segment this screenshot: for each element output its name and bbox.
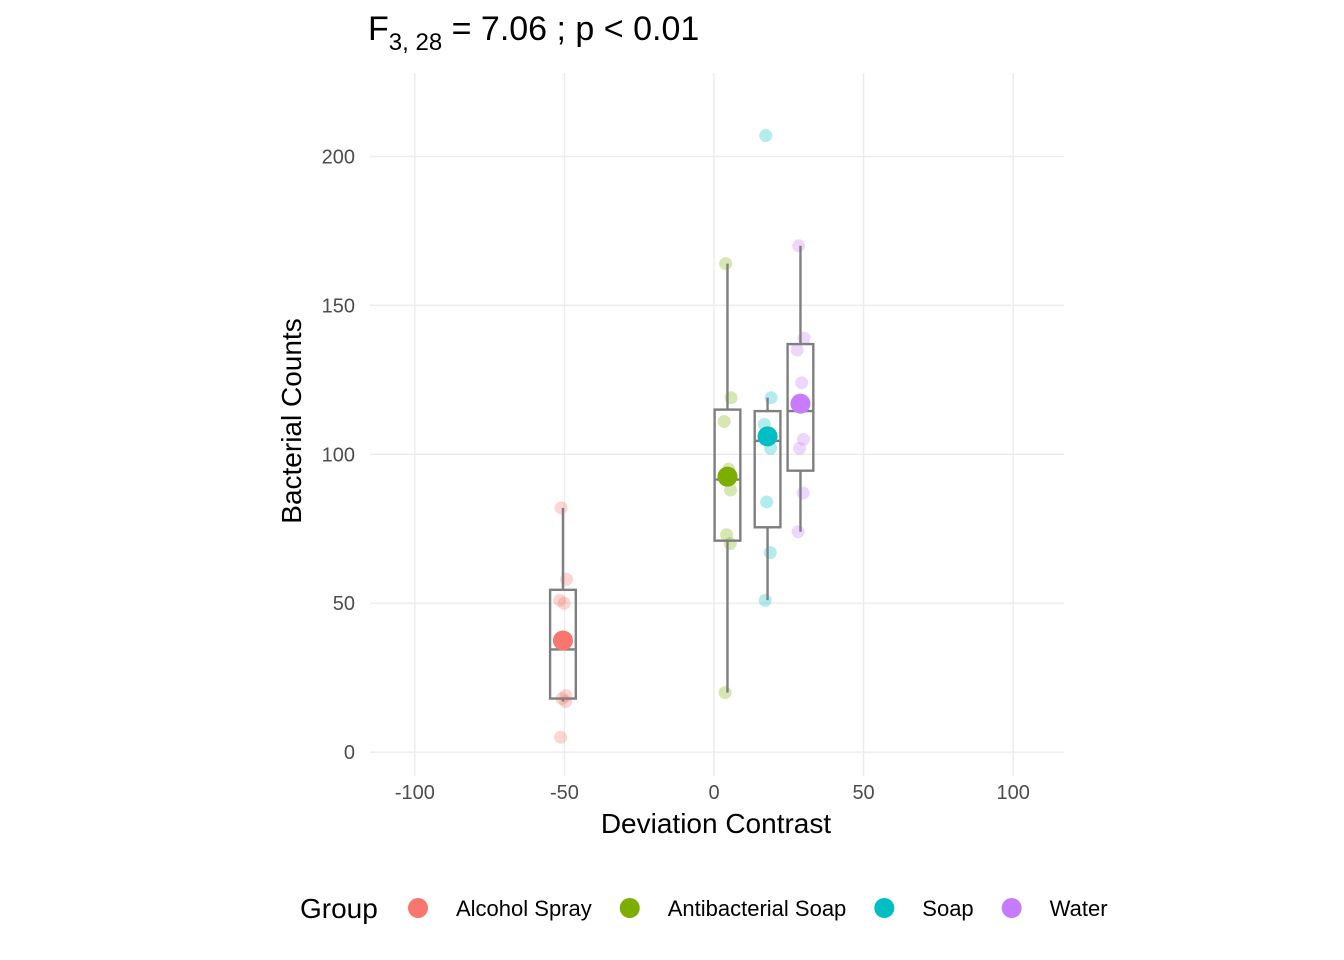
- data-point-antibacterial-soap: [723, 483, 737, 497]
- x-tick-label: 0: [708, 782, 719, 804]
- legend-key-soap: [874, 898, 895, 918]
- legend-label-alcohol-spray: Alcohol Spray: [456, 896, 592, 921]
- data-point-water: [793, 441, 807, 455]
- data-point-water: [795, 376, 809, 390]
- data-point-antibacterial-soap: [719, 257, 733, 271]
- data-point-water: [791, 525, 805, 539]
- box-soap: [753, 409, 782, 529]
- legend-label-soap: Soap: [922, 896, 973, 921]
- x-tick-label: 50: [852, 782, 874, 804]
- data-point-alcohol-spray: [559, 695, 573, 709]
- y-axis-title: Bacterial Counts: [276, 318, 307, 523]
- data-point-alcohol-spray: [554, 501, 568, 515]
- y-tick-label: 150: [322, 295, 355, 317]
- x-tick-label: -100: [395, 782, 435, 804]
- data-point-soap: [758, 593, 772, 607]
- legend-key-water: [1001, 898, 1022, 918]
- legend-key-alcohol-spray: [408, 898, 428, 918]
- y-tick-label: 100: [322, 444, 355, 466]
- legend-key-antibacterial-soap: [619, 898, 640, 918]
- data-point-alcohol-spray: [554, 730, 568, 744]
- mean-point-water: [790, 393, 811, 414]
- data-point-soap: [763, 546, 777, 560]
- data-point-alcohol-spray: [553, 593, 567, 607]
- legend-label-water: Water: [1050, 896, 1108, 921]
- axes: -100 -50 0 50 100 0 50 100 150 200: [322, 146, 1030, 804]
- legend-title: Group: [300, 893, 378, 924]
- box-water: [786, 342, 815, 472]
- data-point-antibacterial-soap: [718, 686, 732, 700]
- data-point-antibacterial-soap: [717, 415, 731, 429]
- grid-lines: [370, 73, 1064, 776]
- box-antibacterial-soap: [713, 408, 742, 542]
- x-axis-title: Deviation Contrast: [601, 808, 832, 839]
- box-alcohol-spray: [548, 588, 578, 700]
- data-point-alcohol-spray: [557, 596, 571, 610]
- mean-point-antibacterial-soap: [717, 466, 738, 487]
- chart-title: F3, 28 = 7.06 ; p < 0.01: [368, 10, 699, 56]
- y-tick-label: 50: [333, 593, 355, 615]
- legend-label-antibacterial-soap: Antibacterial Soap: [668, 896, 847, 921]
- y-tick-label: 0: [344, 742, 355, 764]
- data-point-antibacterial-soap: [720, 528, 734, 542]
- data-point-antibacterial-soap: [723, 537, 737, 551]
- mean-point-alcohol-spray: [552, 630, 573, 651]
- title-main: F: [368, 10, 389, 48]
- x-tick-label: -50: [550, 782, 579, 804]
- data-point-water: [792, 239, 806, 253]
- data-point-soap: [760, 495, 774, 509]
- x-tick-label: 100: [996, 782, 1029, 804]
- data-point-water: [796, 486, 810, 500]
- plot-area: [548, 129, 815, 744]
- data-point-water: [796, 432, 810, 446]
- y-tick-label: 200: [322, 146, 355, 168]
- legend: Alcohol Spray Antibacterial Soap Soap Water: [408, 896, 1108, 921]
- title-subscript: 3, 28: [389, 29, 442, 56]
- mean-point-soap: [757, 426, 778, 447]
- data-point-soap: [759, 129, 773, 143]
- data-point-water: [790, 343, 804, 357]
- title-rest: = 7.06 ; p < 0.01: [442, 10, 699, 48]
